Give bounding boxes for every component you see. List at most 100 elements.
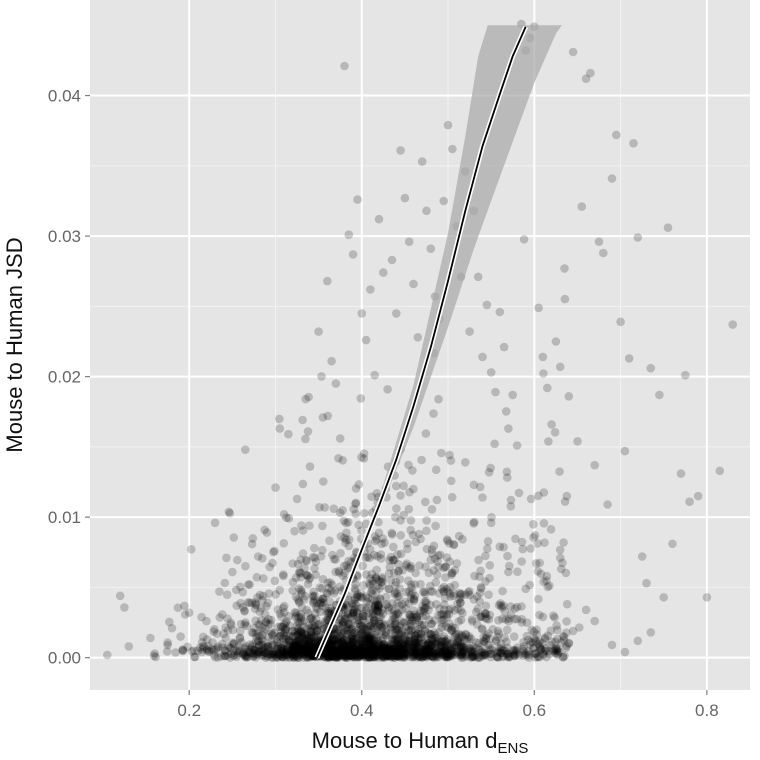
scatter-point: [475, 612, 485, 622]
scatter-point: [242, 653, 251, 662]
scatter-point: [363, 626, 372, 635]
scatter-point: [425, 647, 435, 656]
scatter-point: [327, 586, 336, 595]
scatter-point: [400, 597, 410, 607]
scatter-point: [470, 651, 479, 661]
scatter-point: [279, 539, 289, 548]
scatter-point: [439, 196, 449, 206]
scatter-point: [276, 644, 285, 654]
scatter-point: [290, 651, 299, 660]
scatter-point: [436, 640, 445, 650]
scatter-point: [352, 608, 362, 617]
scatter-point: [258, 636, 268, 645]
scatter-point: [443, 536, 452, 546]
scatter-point: [562, 617, 571, 626]
scatter-point: [311, 570, 321, 580]
scatter-point: [325, 645, 334, 654]
scatter-point: [443, 635, 452, 644]
scatter-point: [519, 637, 528, 647]
scatter-point: [439, 563, 448, 573]
scatter-point: [559, 632, 569, 642]
scatter-point: [455, 642, 464, 651]
scatter-point: [364, 649, 374, 658]
scatter-point: [550, 428, 560, 437]
scatter-point: [330, 649, 340, 659]
scatter-point: [434, 652, 443, 661]
scatter-point: [494, 629, 504, 638]
scatter-point: [465, 643, 474, 653]
scatter-point: [448, 643, 457, 652]
scatter-point: [193, 646, 203, 655]
scatter-point: [395, 637, 404, 647]
scatter-point: [382, 641, 392, 650]
scatter-point: [517, 537, 527, 547]
scatter-point: [327, 647, 337, 656]
scatter-point: [413, 651, 422, 660]
scatter-point: [338, 636, 347, 646]
scatter-point: [319, 594, 328, 604]
scatter-point: [339, 644, 349, 654]
scatter-point: [421, 641, 430, 651]
scatter-point: [330, 635, 340, 645]
scatter-point: [422, 598, 431, 608]
scatter-point: [534, 491, 543, 501]
scatter-point: [365, 643, 375, 652]
scatter-point: [425, 615, 434, 625]
scatter-point: [372, 489, 382, 498]
scatter-point: [498, 646, 507, 655]
scatter-point: [273, 644, 282, 653]
scatter-point: [434, 589, 444, 598]
scatter-point: [273, 622, 283, 632]
scatter-point: [438, 637, 448, 646]
scatter-point: [487, 513, 496, 522]
scatter-point: [248, 649, 258, 658]
scatter-point: [559, 631, 568, 641]
scatter-point: [347, 637, 357, 646]
scatter-point: [269, 647, 278, 657]
scatter-point: [349, 504, 359, 514]
scatter-point: [477, 612, 486, 621]
scatter-point: [487, 645, 496, 654]
scatter-point: [295, 647, 305, 656]
scatter-point: [404, 636, 414, 646]
scatter-point: [407, 619, 416, 628]
scatter-point: [422, 516, 431, 525]
scatter-point: [329, 504, 339, 513]
scatter-point: [445, 619, 454, 628]
scatter-point: [340, 614, 350, 624]
scatter-point: [369, 623, 378, 632]
scatter-point: [260, 643, 270, 652]
scatter-point: [437, 644, 447, 653]
scatter-point: [368, 644, 377, 653]
scatter-point: [391, 619, 400, 629]
scatter-point: [376, 641, 386, 650]
scatter-point: [372, 647, 381, 656]
scatter-point: [339, 647, 349, 657]
scatter-point: [394, 629, 404, 639]
scatter-point: [341, 518, 351, 528]
scatter-point: [364, 637, 374, 647]
scatter-point: [547, 637, 557, 647]
scatter-point: [396, 650, 405, 659]
scatter-point: [305, 648, 315, 657]
scatter-point: [351, 498, 361, 508]
scatter-point: [384, 645, 393, 655]
scatter-point: [302, 644, 311, 653]
scatter-point: [379, 647, 389, 656]
scatter-point: [246, 644, 256, 654]
scatter-point: [338, 629, 348, 639]
scatter-point: [285, 652, 295, 662]
scatter-point: [369, 650, 378, 660]
scatter-point: [391, 628, 400, 637]
scatter-point: [348, 602, 358, 611]
scatter-point: [568, 626, 578, 636]
scatter-point: [351, 484, 361, 493]
scatter-point: [311, 602, 321, 612]
scatter-point: [342, 561, 351, 570]
scatter-point: [281, 645, 291, 654]
scatter-point: [218, 639, 227, 649]
scatter-point: [361, 630, 371, 640]
scatter-point: [442, 650, 451, 660]
scatter-point: [269, 547, 278, 557]
scatter-point: [427, 645, 436, 655]
